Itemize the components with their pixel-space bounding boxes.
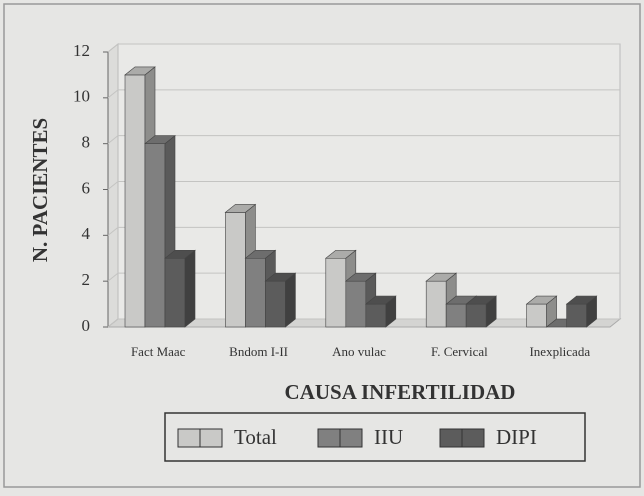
bar <box>425 280 447 328</box>
bar-top <box>144 135 176 144</box>
grid-line <box>107 135 620 145</box>
bar-top <box>364 295 397 305</box>
bar <box>225 212 246 328</box>
x-tick-label: Bndom I-II <box>229 344 288 359</box>
bar-top <box>465 295 498 305</box>
bar-top <box>124 66 156 76</box>
grid-line <box>107 89 620 99</box>
bar <box>325 257 347 328</box>
y-tick-label: 8 <box>82 133 91 152</box>
bar <box>164 257 186 328</box>
bar-top <box>565 295 598 305</box>
bar-top <box>224 204 257 213</box>
y-tick-label: 4 <box>82 224 91 243</box>
bar <box>265 280 286 328</box>
grid-line <box>107 43 620 53</box>
bar-top <box>525 295 558 305</box>
legend-label: IIU <box>374 425 403 449</box>
bar-top <box>264 272 297 282</box>
bar-top <box>244 249 277 259</box>
y-tick-label: 2 <box>82 270 91 289</box>
legend-label: DIPI <box>496 425 537 449</box>
bar <box>526 303 547 328</box>
bar-top <box>425 272 458 282</box>
bar <box>445 303 467 328</box>
x-tick-label: Inexplicada <box>529 344 590 359</box>
y-tick-label: 10 <box>73 87 90 106</box>
grid-line <box>107 181 620 190</box>
bar-side <box>184 249 196 328</box>
bar <box>465 303 487 328</box>
y-tick-label: 6 <box>82 178 91 197</box>
bar <box>124 74 146 328</box>
bar <box>365 303 387 328</box>
x-tick-label: Ano vulac <box>332 344 386 359</box>
bar <box>144 143 166 328</box>
bar-top <box>344 272 377 282</box>
y-axis-label: N. PACIENTES <box>28 118 52 262</box>
grid-line <box>107 226 620 236</box>
x-axis-label: CAUSA INFERTILIDAD <box>285 380 516 404</box>
legend-label: Total <box>234 425 277 449</box>
bar <box>566 303 587 328</box>
x-tick-label: Fact Maac <box>131 344 186 359</box>
legend-box <box>164 412 586 462</box>
bar-top <box>164 249 196 259</box>
bar-top <box>324 249 357 259</box>
bar-side <box>285 272 296 328</box>
y-tick-label: 0 <box>82 316 91 335</box>
y-tick-label: 12 <box>73 41 90 60</box>
bar <box>245 257 266 328</box>
bar <box>345 280 367 328</box>
x-tick-label: F. Cervical <box>431 344 488 359</box>
